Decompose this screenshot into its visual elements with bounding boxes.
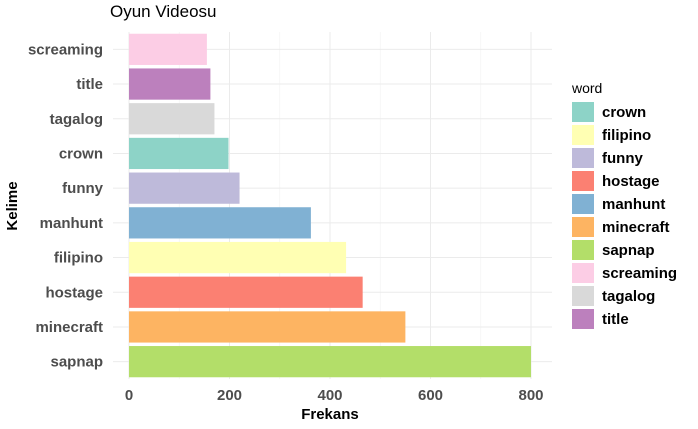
- category-labels: sapnap minecraft hostage filipino manhunt fun…: [28, 41, 104, 370]
- legend-label-funny: funny: [602, 150, 643, 167]
- category-label-sapnap: sapnap: [50, 354, 103, 371]
- y-axis-title: Kelime: [4, 181, 21, 230]
- legend-swatch-filipino: [572, 125, 594, 145]
- bar-hostage: [129, 276, 363, 308]
- x-tick-label: 0: [125, 387, 133, 404]
- legend-swatch-sapnap: [572, 240, 594, 260]
- legend-swatch-title: [572, 309, 594, 329]
- legend-swatch-crown: [572, 102, 594, 122]
- legend-swatch-screaming: [572, 263, 594, 283]
- legend-label-sapnap: sapnap: [602, 242, 655, 259]
- legend-swatch-funny: [572, 148, 594, 168]
- legend-swatch-minecraft: [572, 217, 594, 237]
- x-axis-title: Frekans: [301, 406, 359, 423]
- bar-minecraft: [129, 311, 406, 343]
- chart-title: Oyun Videosu: [110, 2, 216, 21]
- category-label-funny: funny: [62, 180, 103, 197]
- x-tick-label: 800: [518, 387, 543, 404]
- bars: [129, 33, 531, 378]
- x-tick-label: 200: [217, 387, 242, 404]
- legend-label-minecraft: minecraft: [602, 219, 670, 236]
- x-tick-label: 600: [418, 387, 443, 404]
- bar-title: [129, 68, 211, 100]
- x-tick-label: 400: [317, 387, 342, 404]
- category-label-minecraft: minecraft: [35, 319, 103, 336]
- legend: word crown filipino funny hostage manhunt min…: [571, 80, 677, 329]
- bar-filipino: [129, 241, 347, 274]
- legend-title: word: [571, 80, 602, 96]
- category-label-title: title: [76, 76, 103, 93]
- category-label-hostage: hostage: [45, 284, 103, 301]
- category-label-tagalog: tagalog: [50, 111, 103, 128]
- bar-sapnap: [129, 346, 531, 378]
- bar-crown: [129, 137, 229, 170]
- legend-label-hostage: hostage: [602, 173, 660, 190]
- legend-items: crown filipino funny hostage manhunt minecraf…: [572, 102, 677, 329]
- x-tick-labels: 0 200 400 600 800: [125, 387, 544, 404]
- legend-label-tagalog: tagalog: [602, 288, 655, 305]
- bar-manhunt: [129, 207, 311, 239]
- bar-funny: [129, 172, 240, 204]
- category-label-screaming: screaming: [28, 41, 103, 58]
- legend-swatch-tagalog: [572, 286, 594, 306]
- legend-swatch-hostage: [572, 171, 594, 191]
- legend-label-screaming: screaming: [602, 265, 677, 282]
- legend-label-crown: crown: [602, 104, 646, 121]
- category-label-crown: crown: [59, 145, 103, 162]
- category-label-filipino: filipino: [54, 250, 103, 267]
- category-label-manhunt: manhunt: [40, 215, 103, 232]
- bar-screaming: [129, 33, 207, 65]
- legend-swatch-manhunt: [572, 194, 594, 214]
- legend-label-filipino: filipino: [602, 127, 651, 144]
- legend-label-manhunt: manhunt: [602, 196, 665, 213]
- legend-label-title: title: [602, 311, 629, 328]
- bar-tagalog: [129, 103, 215, 135]
